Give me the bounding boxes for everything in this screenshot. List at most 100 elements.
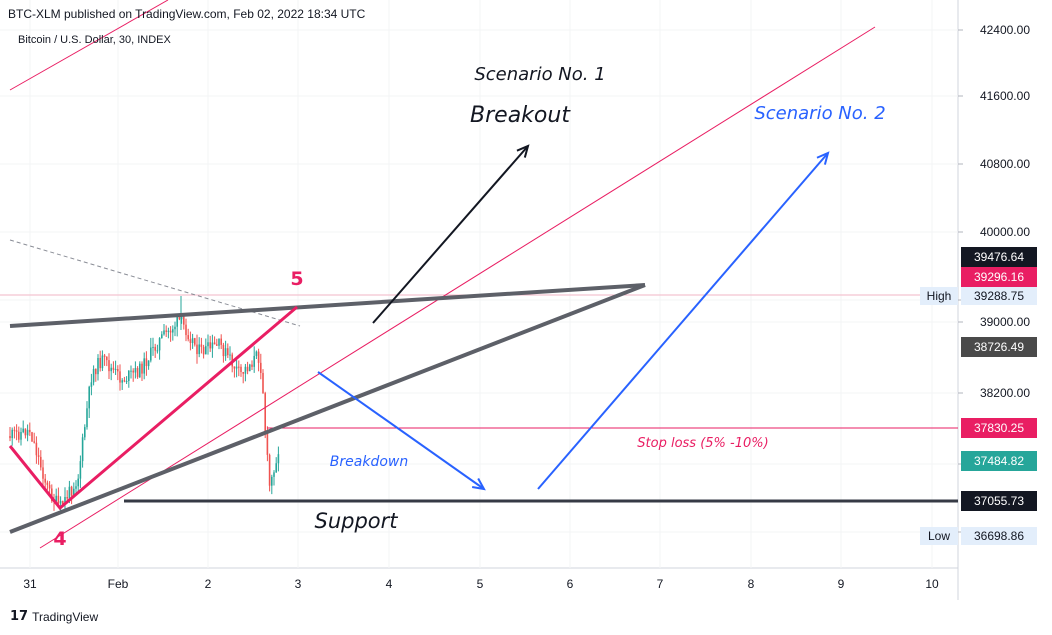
price-tag-38726: 38726.49 [961,337,1037,357]
candle-body [57,495,60,504]
breakdown-label: Breakdown [330,454,408,470]
candle-body [264,393,266,433]
candle-body [20,432,22,440]
candle-body [35,442,38,456]
candle-body [216,344,218,346]
candle-body [66,497,68,499]
candle-body [275,463,277,473]
price-tag-37830: 37830.25 [961,418,1037,438]
candle-body [55,495,57,502]
candle-body [48,484,51,489]
channel-line-lower [39,26,876,549]
candle-body [141,363,143,374]
candle-body [15,430,18,432]
candle-body [134,368,137,373]
candle-body [92,368,95,383]
candle-body [31,432,33,442]
candle-body [24,428,27,436]
candle-body [222,344,225,357]
breakdown-arrow-head [471,478,486,491]
candle-body [152,346,154,348]
candle-body [249,364,251,372]
candle-body [172,329,174,333]
candle-body [198,344,200,355]
x-tick-label: 2 [205,577,212,591]
candle-body [185,324,187,336]
channel-line-upper [9,0,169,91]
time-axis: 31 Feb 2 3 4 5 6 7 8 9 10 [23,577,939,591]
candle-body [273,472,275,477]
price-tag-39296: 39296.16 [961,267,1037,287]
candle-body [70,486,73,496]
candle-body [99,357,101,369]
candle-body [117,369,119,372]
candle-body [154,346,156,351]
stop-loss-label: Stop loss (5% -10%) [637,436,768,451]
candle-body [218,338,220,346]
x-tick-label: 10 [925,577,939,591]
candle-body [9,436,11,439]
drawings: Scenario No. 1 Breakout Scenario No. 2 Brea… [0,0,958,550]
candle-body [112,367,115,370]
candle-body [95,368,97,375]
candle-body [180,316,183,320]
candle-body [13,429,16,431]
candle-body [176,316,178,327]
low-value: 36698.86 [961,527,1037,545]
candle-body [121,380,123,383]
candle-body [101,355,104,369]
x-tick-label: 7 [657,577,664,591]
candle-body [33,441,35,443]
y-tick-label: 41600.00 [980,89,1030,103]
tradingview-brand[interactable]: 17 TradingView [10,609,98,624]
candle-body [277,454,280,464]
candle-body [169,330,172,333]
candle-body [209,342,211,349]
candle-body [90,382,93,387]
candle-body [242,372,244,374]
x-tick-label: 6 [567,577,574,591]
candle-body [266,432,269,455]
triangle-support [9,283,646,534]
candle-body [11,429,13,439]
candle-body [183,316,185,325]
candle-body [110,367,112,372]
candle-body [42,467,44,479]
candle-body [268,454,271,486]
candle-body [150,347,152,361]
wave-4-label: 4 [53,528,66,550]
candle-body [147,360,150,367]
candle-body [187,335,189,340]
price-tag-37484: 37484.82 [961,451,1037,471]
high-value: 39288.75 [961,287,1037,305]
candle-body [224,348,227,357]
candle-body [75,486,77,489]
scenario2-arrow-head [816,151,830,165]
low-label: Low [920,527,958,545]
candle-body [62,500,64,505]
candle-body [29,429,31,433]
candle-body [22,428,24,433]
candles [9,296,280,512]
candle-body [178,316,181,320]
candle-body [227,348,229,356]
price-tag-39476: 39476.64 [961,247,1037,267]
candle-body [235,366,238,369]
candle-body [161,334,163,339]
x-tick-label: 5 [477,577,484,591]
candle-body [44,478,46,483]
y-tick-label: 38200.00 [980,386,1030,400]
candle-body [51,488,53,502]
candle-body [59,500,62,504]
breakdown-arrow [317,371,485,490]
candle-body [123,380,126,382]
y-tick-label: 39000.00 [980,315,1030,329]
candle-body [189,339,192,344]
candle-body [238,366,240,368]
candle-body [139,363,141,378]
candle-body [128,370,130,381]
candle-body [106,356,108,361]
candle-body [194,338,196,345]
scenario1-label: Scenario No. 1 [474,64,605,85]
